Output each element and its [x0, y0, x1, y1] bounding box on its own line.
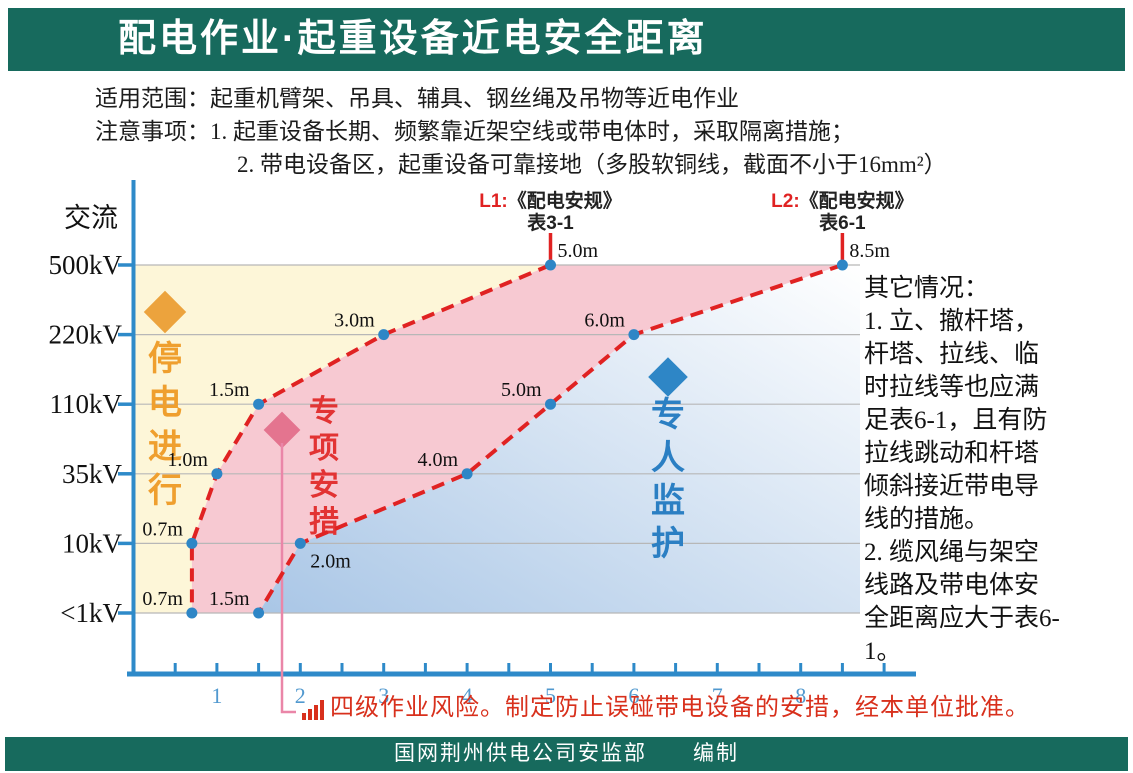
intro-scope-line: 适用范围：起重机臂架、吊具、辅具、钢丝绳及吊物等近电作业 [95, 82, 947, 115]
y-tick-label: 110kV [50, 389, 123, 419]
x-tick-label: 6 [628, 683, 639, 708]
zone-label-special-measures: 安 [309, 469, 339, 502]
data-point [211, 468, 223, 480]
distance-label: 3.0m [334, 310, 375, 332]
side-note-item-2: 2. 缆风绳与架空线路及带电体安全距离应大于表6-1。 [864, 539, 1060, 665]
zone-label-outage: 进 [148, 428, 182, 466]
y-tick-label: 10kV [62, 528, 123, 558]
zone-label-outage: 行 [148, 472, 182, 510]
distance-label: 5.0m [501, 379, 542, 401]
distance-label: 0.7m [142, 518, 183, 540]
distance-label: 8.5m [849, 240, 890, 262]
zone-diamond-dedicated-monitor [648, 357, 688, 397]
footer-text: 国网荆州供电公司安监部 编制 [394, 742, 739, 765]
intro-block: 适用范围：起重机臂架、吊具、辅具、钢丝绳及吊物等近电作业 注意事项：1. 起重设… [95, 82, 947, 181]
distance-label: 1.0m [167, 449, 208, 471]
distance-label: 1.5m [209, 379, 250, 401]
zone-label-special-measures: 专 [309, 395, 339, 428]
y-tick-label: <1kV [60, 598, 122, 628]
intro-notes-line: 注意事项：1. 起重设备长期、频繁靠近架空线或带电体时，采取隔离措施； [95, 115, 947, 148]
l2-ref-table: 表6-1 [819, 211, 866, 234]
l1-ref-title: L1:《配电安规》 [479, 189, 622, 212]
y-tick-label: 35kV [62, 459, 123, 489]
zone-label-dedicated-monitor: 人 [651, 439, 685, 477]
l2-line [256, 263, 844, 615]
x-tick-label: 4 [462, 683, 473, 708]
l2-ref-title: L2:《配电安规》 [771, 189, 914, 212]
data-point [186, 537, 198, 549]
note-1: 1. 起重设备长期、频繁靠近架空线或带电体时，采取隔离措施； [210, 119, 854, 144]
side-note-title: 其它情况： [864, 275, 990, 302]
zone-dedicated-monitor-area [258, 265, 861, 613]
side-note-item-1: 1. 立、撤杆塔，杆塔、拉线、临时拉线等也应满足表6-1，且有防拉线跳动和杆塔倾… [864, 308, 1048, 533]
page-title: 配电作业·起重设备近电安全距离 [118, 18, 708, 60]
data-point [545, 259, 556, 271]
data-point [186, 607, 198, 619]
footer-bar: 国网荆州供电公司安监部 编制 [5, 737, 1128, 771]
zone-label-outage: 停 [148, 340, 182, 378]
zone-label-dedicated-monitor: 监 [651, 482, 685, 520]
data-point [628, 329, 640, 341]
data-point [294, 537, 306, 549]
risk-note: 四级作业风险。制定防止误碰带电设备的安措，经本单位批准。 [301, 687, 1030, 722]
data-point [253, 398, 265, 410]
zone-label-dedicated-monitor: 专 [651, 396, 685, 434]
risk-note-text: 四级作业风险。制定防止误碰带电设备的安措，经本单位批准。 [330, 695, 1030, 721]
distance-label: 1.5m [209, 588, 250, 610]
zone-diamond-special-measures [263, 411, 301, 449]
x-tick-label: 1 [211, 683, 222, 708]
side-note: 其它情况： 1. 立、撤杆塔，杆塔、拉线、临时拉线等也应满足表6-1，且有防拉线… [864, 272, 1060, 668]
scope-text: 起重机臂架、吊具、辅具、钢丝绳及吊物等近电作业 [210, 86, 739, 111]
x-tick-label: 5 [545, 683, 556, 708]
zone-label-special-measures: 项 [309, 432, 339, 465]
distance-label: 6.0m [584, 310, 625, 332]
notes-label: 注意事项： [95, 119, 210, 144]
x-tick-label: 7 [712, 683, 723, 708]
x-tick-label: 8 [795, 683, 806, 708]
note-2: 2. 带电设备区，起重设备可靠接地（多股软铜线，截面不小于16mm²） [237, 152, 947, 177]
zone-label-dedicated-monitor: 护 [651, 525, 685, 563]
intro-note2-line: 2. 带电设备区，起重设备可靠接地（多股软铜线，截面不小于16mm²） [95, 148, 947, 181]
x-tick-label: 3 [378, 683, 389, 708]
zone-diamond-outage [143, 290, 187, 334]
distance-label: 0.7m [142, 588, 183, 610]
data-point [545, 398, 556, 410]
y-axis-title: 交流 [64, 203, 118, 233]
l1-line [189, 263, 552, 613]
distance-label: 2.0m [310, 550, 351, 572]
x-tick-label: 2 [295, 683, 306, 708]
y-tick-label: 220kV [49, 320, 123, 350]
title-bar: 配电作业·起重设备近电安全距离 [8, 8, 1125, 71]
data-point [378, 329, 390, 341]
data-point [253, 607, 265, 619]
risk-connector-line [280, 443, 296, 714]
distance-label: 4.0m [418, 449, 459, 471]
zone-outage-area [133, 265, 551, 613]
l1-ref-table: 表3-1 [527, 211, 574, 234]
data-point [461, 468, 473, 480]
distance-label: 5.0m [558, 240, 599, 262]
data-point [836, 259, 848, 271]
risk-level-bars-icon [302, 700, 324, 720]
scope-label: 适用范围： [95, 86, 210, 111]
zone-label-outage: 电 [148, 384, 182, 422]
y-tick-label: 500kV [49, 250, 123, 280]
